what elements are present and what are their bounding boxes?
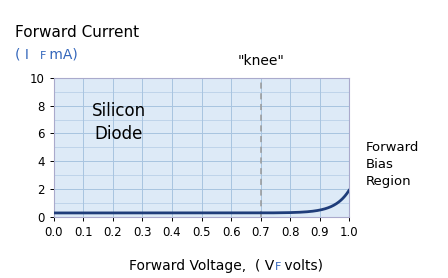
Text: Forward
Bias
Region: Forward Bias Region: [366, 140, 419, 188]
Text: mA): mA): [46, 47, 78, 61]
Text: ( I: ( I: [15, 47, 29, 61]
Text: volts): volts): [280, 259, 323, 272]
Text: "knee": "knee": [237, 54, 284, 68]
Text: F: F: [275, 262, 281, 272]
Text: F: F: [40, 51, 46, 61]
Text: Forward Voltage,  ( V: Forward Voltage, ( V: [129, 259, 274, 272]
Text: Silicon
Diode: Silicon Diode: [92, 101, 146, 143]
Text: Forward Current: Forward Current: [15, 25, 139, 40]
